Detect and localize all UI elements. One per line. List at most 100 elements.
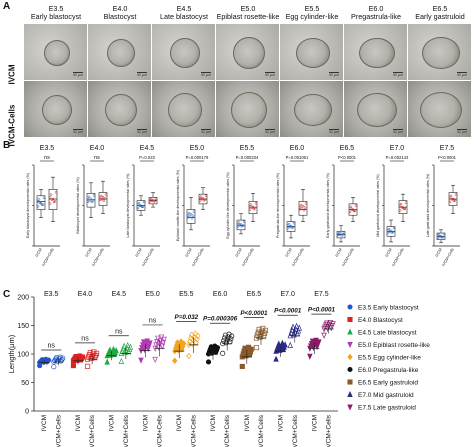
scale-bar-line <box>393 129 403 130</box>
data-point <box>348 207 352 210</box>
data-point <box>242 220 246 223</box>
x-tick-label: IVCM+Cells <box>123 414 130 447</box>
x-tick-label: IVCM+Cells <box>391 247 405 267</box>
scale-bar-label: 50 μm <box>329 73 339 77</box>
data-point <box>138 204 142 207</box>
data-point <box>154 197 158 200</box>
data-point <box>286 224 290 227</box>
data-point <box>195 332 201 340</box>
data-point <box>399 202 403 206</box>
data-point <box>404 201 408 204</box>
x-tick-label: IVCM+Cells <box>241 247 255 267</box>
data-point <box>307 353 313 360</box>
significance-label: P=0.000234 <box>236 155 259 160</box>
scale-bar-label: 50 μm <box>457 130 467 134</box>
stage-label: E5.5 <box>179 291 194 298</box>
stage-header: E3.5 Early blastocyst <box>24 5 88 21</box>
data-point <box>273 355 279 362</box>
data-point <box>189 212 193 216</box>
data-point <box>48 202 52 205</box>
ivcm-micrograph: 50 μm <box>280 24 343 80</box>
scale-bar-line <box>201 72 211 73</box>
x-tick-label: IVCM <box>285 248 293 258</box>
significance-label: ns <box>81 335 89 342</box>
significance-label: P<0.0001 <box>274 308 302 315</box>
stage-label: E5.0 <box>145 291 160 298</box>
significance-label: P=0.023 <box>139 155 155 160</box>
x-tick-label: IVCM <box>311 415 318 431</box>
stage-code: E4.5 <box>176 4 192 13</box>
data-point <box>342 231 346 234</box>
box-subplot: E5.0 Epiblast rosette-like developmental … <box>176 145 210 267</box>
box-subplot: E7.5 Late gastruloid developmental rates … <box>426 145 460 267</box>
data-point <box>321 332 327 339</box>
ivcm-cells-micrograph: 50 μm <box>344 81 407 137</box>
data-point <box>86 200 90 204</box>
subplot-stage-label: E3.5 <box>40 145 55 152</box>
data-point <box>48 196 52 199</box>
data-point <box>203 198 207 201</box>
subplot-stage-label: E5.5 <box>240 145 255 152</box>
data-point <box>125 348 132 355</box>
scale-bar-line <box>73 72 83 73</box>
data-point <box>400 206 404 209</box>
panel-c-length-scatter: 0 50 100 150 200 Length(μm) E3.5 ns IVCM IVCM+Cel… <box>7 291 430 447</box>
box <box>248 201 258 214</box>
data-point <box>198 199 202 202</box>
data-point <box>186 352 192 360</box>
subplot-stage-label: E5.0 <box>190 145 205 152</box>
data-point <box>205 359 212 365</box>
scale-bar-label: 50 μm <box>329 130 339 134</box>
legend-label: E5.5 Egg cylinder-like <box>358 355 421 362</box>
ivcm-cells-micrograph: 50 μm <box>216 81 279 137</box>
data-point <box>314 344 320 351</box>
scale-bar-label: 50 μm <box>73 73 83 77</box>
data-point <box>159 343 166 350</box>
data-point <box>147 340 153 347</box>
data-point <box>53 199 57 203</box>
data-point <box>92 194 96 197</box>
data-point <box>253 206 257 210</box>
subplot-stage-label: E6.5 <box>340 145 355 152</box>
subplot-y-label: Blastocyst developmental rates (%) <box>76 177 80 233</box>
x-tick-label: IVCM+Cells <box>91 247 105 267</box>
box <box>86 193 96 208</box>
data-point <box>229 333 235 339</box>
data-point <box>156 344 162 351</box>
stage-code: E6.5 <box>432 4 448 13</box>
stage-label: E7.0 <box>280 291 295 298</box>
ivcm-cells-micrograph: 50 μm <box>152 81 215 137</box>
stage-code: E4.0 <box>112 4 128 13</box>
data-point <box>103 197 107 200</box>
data-point <box>303 206 307 209</box>
stage-name: Pregastrula-like <box>351 12 401 21</box>
scale-bar-line <box>265 129 275 130</box>
stage-header: E5.0 Epiblast rosette-like <box>216 5 280 21</box>
row-label-ivcm-cells: IVCM-Cells <box>7 104 17 147</box>
box-subplot: E4.0 Blastocyst developmental rates (%) ns… <box>76 145 110 267</box>
data-point <box>291 225 295 229</box>
data-point <box>448 196 452 200</box>
data-point <box>186 341 192 349</box>
panel-b-box-plots: E3.5 Early blastocyst developmental rates… <box>26 145 460 267</box>
x-tick-label: IVCM <box>235 248 243 258</box>
box <box>236 219 246 231</box>
stage-name: Early blastocyst <box>30 12 82 21</box>
stage-group: E7.5 P<0.0001 IVCM IVCM+Cells <box>307 291 336 447</box>
subplot-stage-label: E7.5 <box>440 145 455 152</box>
scale-bar-line <box>329 129 339 130</box>
scale-bar-line <box>457 129 467 130</box>
x-tick-label: IVCM+Cells <box>326 414 333 447</box>
embryo-shape <box>421 36 460 70</box>
data-point <box>249 203 253 206</box>
x-tick-label: IVCM <box>75 415 82 431</box>
data-point <box>179 345 185 353</box>
data-point <box>100 198 104 201</box>
data-point <box>42 196 46 200</box>
box-subplot: E5.5 Egg cylinder-like developmental rate… <box>226 145 260 267</box>
box <box>186 209 196 224</box>
data-point <box>254 202 258 205</box>
data-point <box>51 197 55 201</box>
stage-name: Late blastocyst <box>160 12 208 21</box>
x-tick-label: IVCM+Cells <box>291 247 305 267</box>
